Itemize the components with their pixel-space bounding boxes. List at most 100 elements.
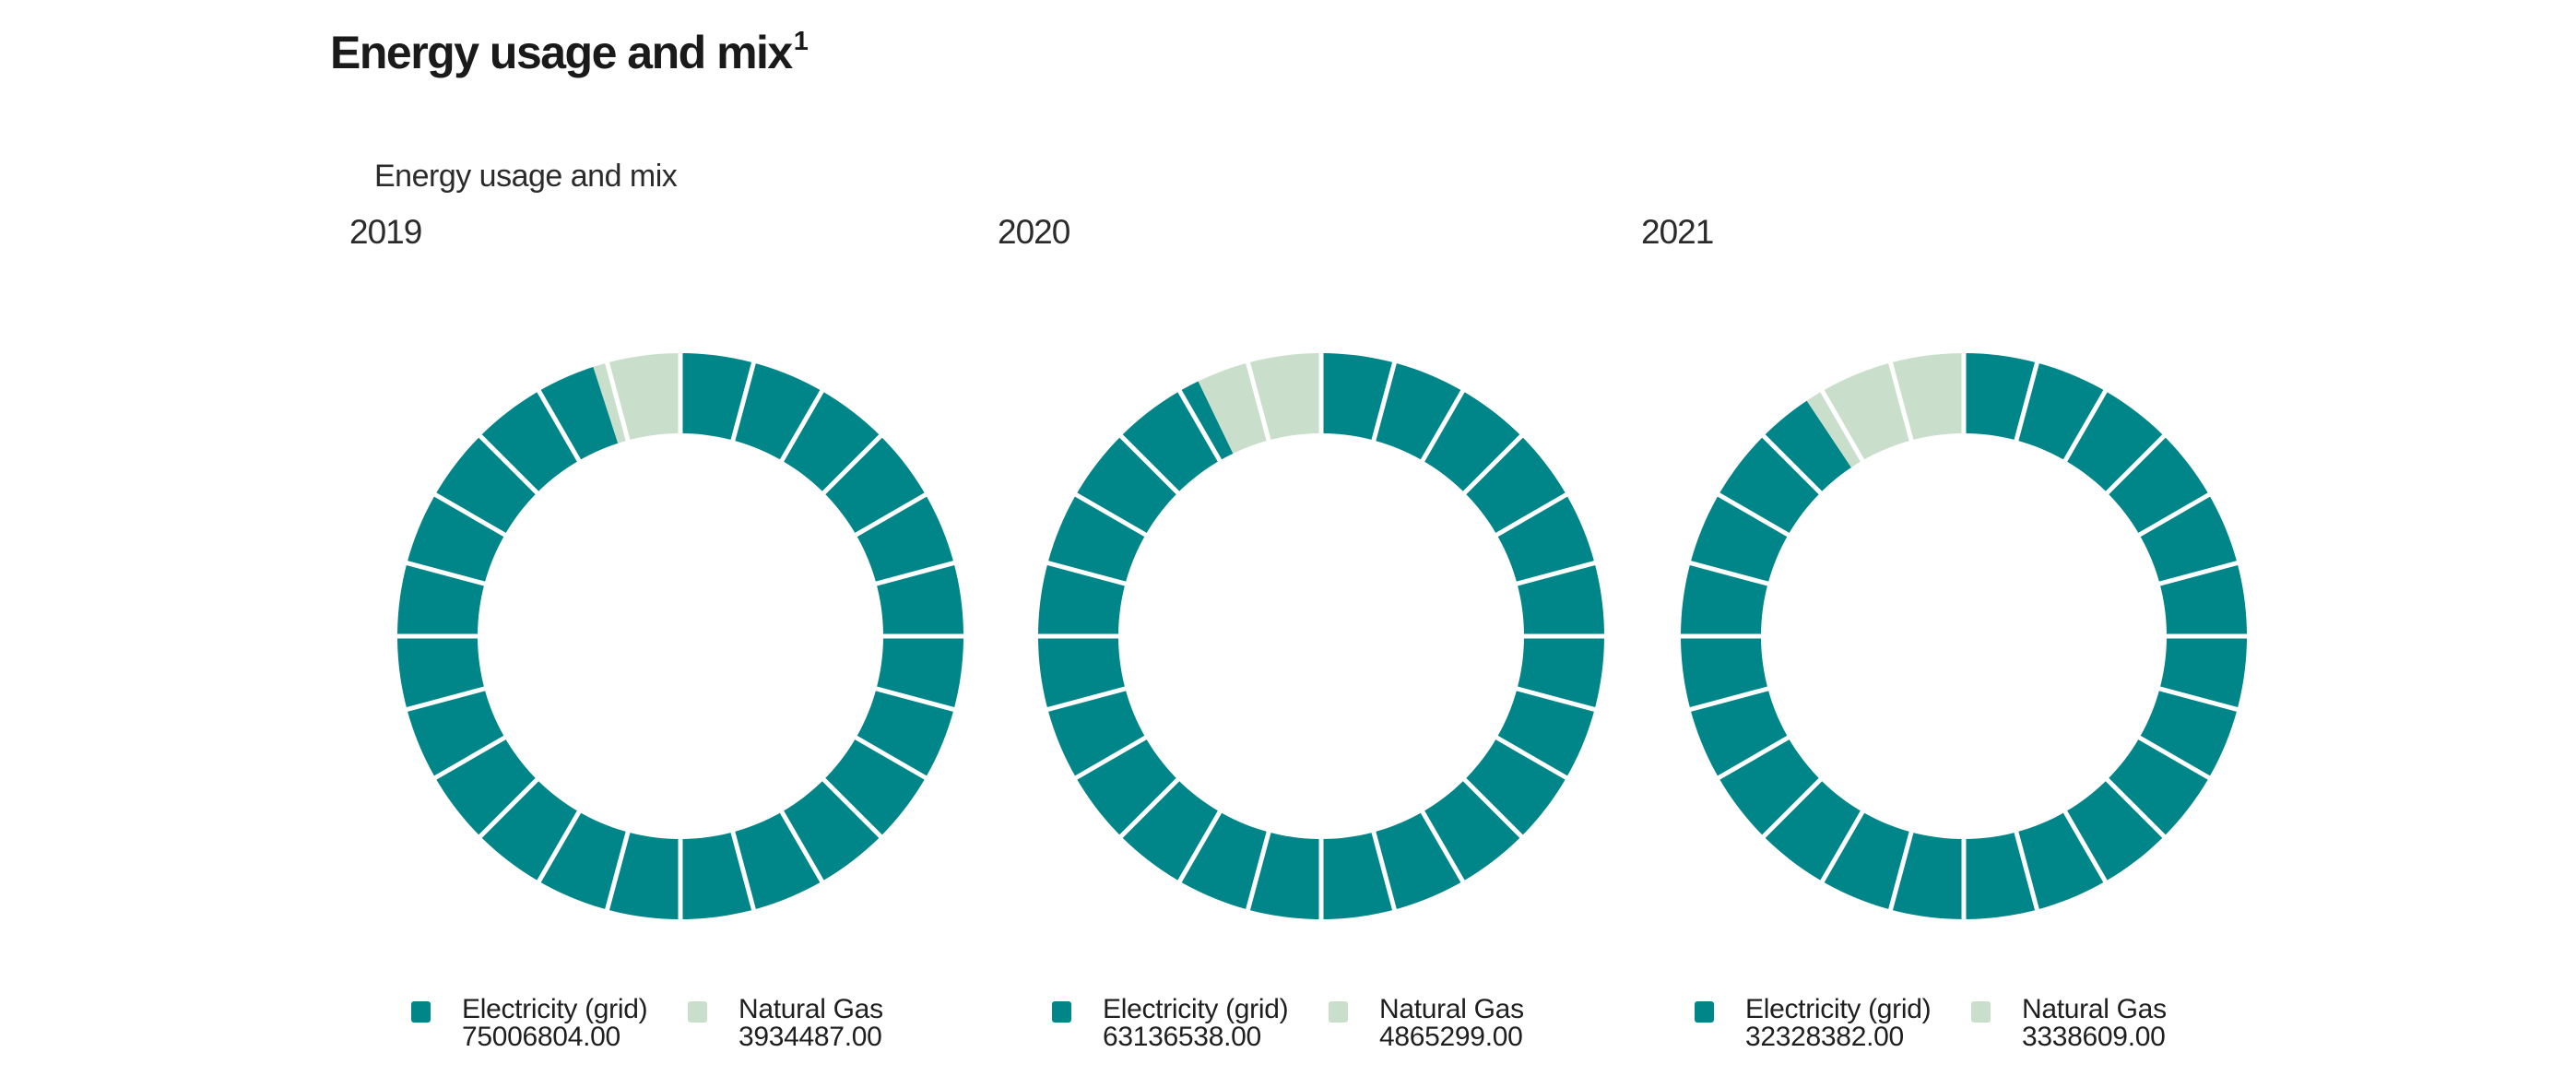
- segment-divider: [1760, 776, 1824, 840]
- segment-divider: [2157, 560, 2240, 586]
- segment-divider: [1514, 560, 1598, 586]
- segment-divider: [1371, 829, 1398, 913]
- legend-value: 32328382.00: [1745, 1021, 1904, 1052]
- segment-divider: [1887, 829, 1914, 913]
- donut-chart-2019[interactable]: [395, 350, 966, 922]
- segment-divider: [730, 829, 757, 913]
- electricity-swatch: [411, 1001, 431, 1023]
- segment-divider: [1687, 560, 1771, 586]
- natural-gas-swatch: [1329, 1001, 1348, 1023]
- segment-divider: [1371, 360, 1398, 443]
- segment-divider: [536, 809, 583, 884]
- segment-divider: [1461, 432, 1525, 496]
- segment-divider: [604, 360, 631, 443]
- segment-divider: [1716, 734, 1791, 781]
- legend-label: Electricity (grid): [1745, 994, 1932, 1024]
- legend-item-electricity: Electricity (grid) 32328382.00: [1695, 996, 1971, 1050]
- legend-value: 4865299.00: [1379, 1021, 1523, 1052]
- segment-divider: [1073, 734, 1149, 781]
- segment-divider: [2157, 686, 2240, 713]
- segment-divider: [2136, 491, 2212, 538]
- legend-text: Electricity (grid) 75006804.00: [462, 996, 648, 1052]
- segment-divider: [477, 432, 540, 496]
- natural-gas-swatch: [688, 1001, 707, 1023]
- page-title: Energy usage and mix1: [330, 27, 809, 78]
- donut-slice-natural-gas[interactable]: [593, 353, 680, 443]
- legend-text: Natural Gas 3338609.00: [2022, 994, 2167, 1052]
- legend-item-electricity: Electricity (grid) 75006804.00: [411, 996, 688, 1050]
- segment-divider: [432, 491, 508, 538]
- segment-divider: [1514, 686, 1598, 713]
- donut-chart-2020[interactable]: [1035, 350, 1607, 922]
- segment-divider: [1819, 809, 1866, 884]
- segment-divider: [1716, 491, 1791, 538]
- segment-divider: [1494, 491, 1569, 538]
- legend-label: Natural Gas: [2022, 994, 2167, 1024]
- legend-value: 63136538.00: [1103, 1021, 1261, 1052]
- segment-divider: [1819, 388, 1866, 464]
- legend-text: Natural Gas 4865299.00: [1379, 994, 1524, 1052]
- segment-divider: [604, 829, 631, 913]
- segment-divider: [1887, 360, 1914, 443]
- legend-item-natural-gas: Natural Gas 3934487.00: [688, 996, 883, 1050]
- legend-label: Electricity (grid): [1103, 994, 1289, 1024]
- segment-divider: [1760, 432, 1824, 496]
- legend-item-natural-gas: Natural Gas 3338609.00: [1971, 996, 2167, 1050]
- segment-divider: [2104, 776, 2168, 840]
- legend-item-natural-gas: Natural Gas 4865299.00: [1329, 996, 1524, 1050]
- segment-divider: [432, 734, 508, 781]
- legend-item-electricity: Electricity (grid) 63136538.00: [1052, 996, 1329, 1050]
- segment-divider: [1176, 809, 1223, 884]
- segment-divider: [778, 388, 825, 464]
- legend-text: Electricity (grid) 32328382.00: [1745, 994, 1932, 1052]
- segment-divider: [1176, 388, 1223, 464]
- natural-gas-swatch: [1971, 1001, 1991, 1023]
- electricity-swatch: [1695, 1001, 1714, 1023]
- segment-divider: [853, 734, 928, 781]
- donut-chart-2021[interactable]: [1678, 350, 2250, 922]
- page-title-text: Energy usage and mix: [330, 27, 793, 78]
- legend-2021: Electricity (grid) 32328382.00 Natural G…: [1695, 996, 2266, 1050]
- segment-divider: [1117, 776, 1181, 840]
- segment-divider: [1245, 829, 1271, 913]
- segment-divider: [1045, 686, 1128, 713]
- segment-divider: [2014, 829, 2040, 913]
- legend-text: Electricity (grid) 63136538.00: [1103, 994, 1289, 1052]
- segment-divider: [821, 776, 884, 840]
- legend-2019: Electricity (grid) 75006804.00 Natural G…: [411, 996, 983, 1050]
- year-label-2020: 2020: [998, 213, 1070, 251]
- segment-divider: [1045, 560, 1128, 586]
- legend-value: 3338609.00: [2022, 1021, 2166, 1052]
- donut-slice-natural-gas[interactable]: [1806, 353, 1964, 467]
- year-label-2021: 2021: [1641, 213, 1714, 251]
- segment-divider: [2062, 809, 2109, 884]
- chart-subtitle: Energy usage and mix: [374, 159, 678, 194]
- legend-value: 3934487.00: [739, 1021, 882, 1052]
- legend-label: Natural Gas: [739, 994, 883, 1024]
- segment-divider: [1687, 686, 1771, 713]
- segment-divider: [853, 491, 928, 538]
- segment-divider: [1461, 776, 1525, 840]
- segment-divider: [404, 686, 488, 713]
- legend-text: Natural Gas 3934487.00: [739, 994, 883, 1052]
- segment-divider: [1419, 809, 1466, 884]
- segment-divider: [778, 809, 825, 884]
- segment-divider: [730, 360, 757, 443]
- segment-divider: [2104, 432, 2168, 496]
- segment-divider: [873, 560, 957, 586]
- segment-divider: [1245, 360, 1271, 443]
- segment-divider: [2062, 388, 2109, 464]
- segment-divider: [1073, 491, 1149, 538]
- electricity-swatch: [1052, 1001, 1071, 1023]
- segment-divider: [477, 776, 540, 840]
- segment-divider: [536, 388, 583, 464]
- legend-label: Natural Gas: [1379, 994, 1524, 1024]
- segment-divider: [2014, 360, 2040, 443]
- segment-divider: [1494, 734, 1569, 781]
- legend-value: 75006804.00: [462, 1021, 620, 1052]
- segment-divider: [404, 560, 488, 586]
- segment-divider: [873, 686, 957, 713]
- year-label-2019: 2019: [349, 213, 422, 251]
- footnote-reference-superscript: 1: [793, 27, 809, 56]
